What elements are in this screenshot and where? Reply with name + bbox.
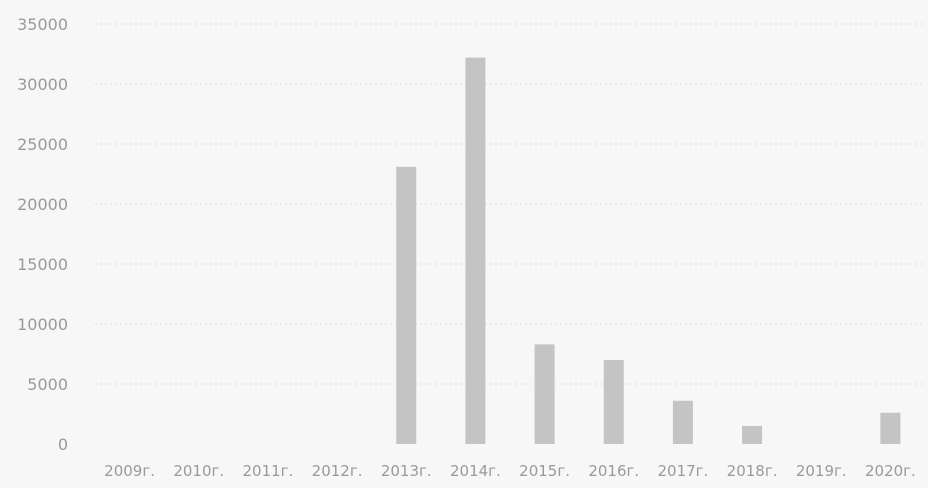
bar-2016г. xyxy=(603,360,624,444)
x-tick-label: 2015г. xyxy=(519,462,570,480)
y-tick-label: 10000 xyxy=(17,315,68,334)
x-tick-label: 2019г. xyxy=(796,462,847,480)
bar-2015г. xyxy=(534,344,555,444)
y-tick-label: 30000 xyxy=(17,75,68,94)
bars xyxy=(396,57,901,445)
x-tick-label: 2009г. xyxy=(104,462,155,480)
x-tick-label: 2011г. xyxy=(243,462,294,480)
x-tick-label: 2018г. xyxy=(727,462,778,480)
y-tick-label: 35000 xyxy=(17,15,68,34)
grid-lines xyxy=(95,23,925,385)
x-tick-label: 2010г. xyxy=(173,462,224,480)
x-tick-label: 2014г. xyxy=(450,462,501,480)
x-tick-label: 2020г. xyxy=(865,462,916,480)
y-tick-label: 15000 xyxy=(17,255,68,274)
x-axis-tick-labels: 2009г. 2010г. 2011г. 2012г. 2013г. 2014г. 2015… xyxy=(104,462,916,480)
y-tick-label: 5000 xyxy=(27,375,68,394)
x-tick-label: 2012г. xyxy=(312,462,363,480)
y-tick-label: 0 xyxy=(58,435,68,454)
bar-2020г. xyxy=(880,412,901,444)
y-tick-label: 25000 xyxy=(17,135,68,154)
x-tick-label: 2017г. xyxy=(658,462,709,480)
bar-2014г. xyxy=(465,57,486,444)
bar-2017г. xyxy=(672,400,693,444)
y-axis-tick-labels: 35000 30000 25000 20000 15000 10000 5000 0 xyxy=(17,15,68,454)
x-tick-label: 2016г. xyxy=(588,462,639,480)
x-tick-label: 2013г. xyxy=(381,462,432,480)
bar-2018г. xyxy=(742,426,763,444)
bar-2013г. xyxy=(396,166,417,445)
y-tick-label: 20000 xyxy=(17,195,68,214)
